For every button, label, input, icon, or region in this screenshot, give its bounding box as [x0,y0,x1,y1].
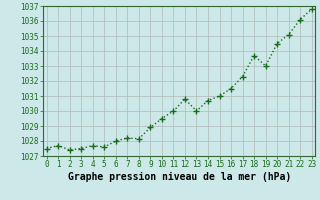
X-axis label: Graphe pression niveau de la mer (hPa): Graphe pression niveau de la mer (hPa) [68,172,291,182]
